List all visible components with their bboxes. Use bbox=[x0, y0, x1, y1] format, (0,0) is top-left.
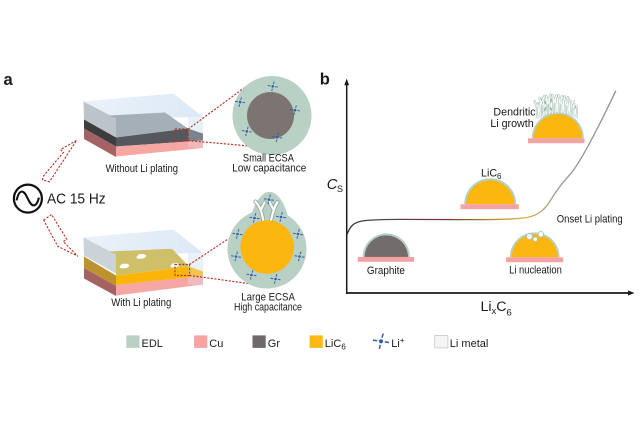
svg-text:C: C bbox=[327, 177, 338, 193]
svg-text:Low capacitance: Low capacitance bbox=[232, 162, 306, 174]
svg-text:Onset Li plating: Onset Li plating bbox=[557, 213, 623, 225]
svg-text:Li nucleation: Li nucleation bbox=[509, 264, 562, 276]
svg-text:Cu: Cu bbox=[209, 338, 223, 350]
svg-text:Graphite: Graphite bbox=[367, 265, 405, 277]
svg-text:Li metal: Li metal bbox=[450, 338, 489, 350]
svg-text:Large ECSA: Large ECSA bbox=[241, 291, 295, 303]
svg-text:AC 15 Hz: AC 15 Hz bbox=[47, 191, 106, 207]
svg-text:LixC6: LixC6 bbox=[481, 299, 512, 319]
svg-text:a: a bbox=[4, 71, 14, 89]
svg-text:Dendritic: Dendritic bbox=[493, 107, 536, 119]
svg-text:Gr: Gr bbox=[268, 338, 281, 350]
svg-text:S: S bbox=[337, 184, 343, 194]
svg-text:LiC6: LiC6 bbox=[481, 167, 502, 181]
svg-text:EDL: EDL bbox=[142, 338, 163, 350]
svg-text:High capacitance: High capacitance bbox=[234, 302, 302, 314]
svg-text:Li growth: Li growth bbox=[490, 118, 533, 130]
svg-text:Without Li plating: Without Li plating bbox=[106, 163, 178, 175]
svg-text:b: b bbox=[320, 70, 330, 88]
svg-text:With Li plating: With Li plating bbox=[111, 297, 171, 309]
svg-text:LiC6: LiC6 bbox=[325, 338, 347, 352]
svg-text:Small ECSA: Small ECSA bbox=[243, 152, 295, 164]
